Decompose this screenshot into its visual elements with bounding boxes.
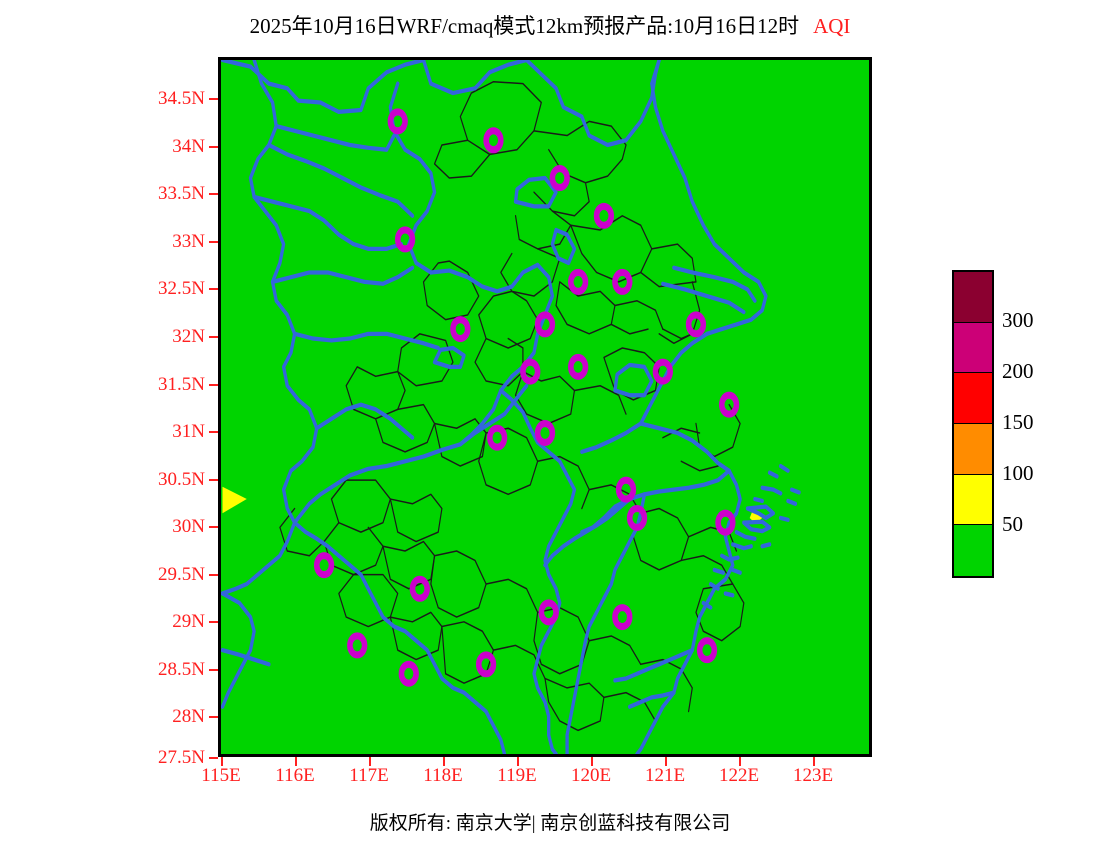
- colorbar-tick-200: 200: [1002, 359, 1034, 383]
- city-markers: [313, 108, 740, 687]
- x-tick-mark: [295, 757, 297, 766]
- y-axis-label-14: 27.5N: [158, 747, 205, 768]
- y-axis-label-13: 28N: [172, 706, 205, 727]
- colorbar-band-300plus: [954, 272, 992, 323]
- x-axis-label-8: 123E: [792, 765, 834, 786]
- map-canvas: [221, 60, 869, 754]
- y-tick-mark: [209, 384, 218, 386]
- colorbar-band-150-200: [954, 373, 992, 424]
- y-axis-label-10: 29.5N: [158, 564, 205, 585]
- x-axis-label-5: 120E: [570, 765, 612, 786]
- x-axis-label-6: 121E: [644, 765, 686, 786]
- y-axis-label-2: 33.5N: [158, 183, 205, 204]
- y-axis-label-1: 34N: [172, 136, 205, 157]
- colorbar-tick-100: 100: [1002, 461, 1034, 485]
- map-plot-area[interactable]: [218, 57, 872, 757]
- y-axis-label-5: 32N: [172, 326, 205, 347]
- y-tick-mark: [209, 669, 218, 671]
- copyright-footer: 版权所有: 南京大学| 南京创蓝科技有限公司: [369, 813, 731, 834]
- y-tick-mark: [209, 716, 218, 718]
- x-tick-mark: [517, 757, 519, 766]
- x-axis-label-2: 117E: [349, 765, 389, 786]
- colorbar-tick-50: 50: [1002, 512, 1023, 536]
- x-tick-mark: [665, 757, 667, 766]
- title-variable-label: AQI: [813, 14, 851, 38]
- x-tick-mark: [591, 757, 593, 766]
- y-tick-mark: [209, 757, 218, 759]
- colorbar-band-100-150: [954, 423, 992, 475]
- county-boundaries: [279, 80, 745, 732]
- y-axis-label-0: 34.5N: [158, 88, 205, 109]
- x-axis-label-3: 118E: [423, 765, 463, 786]
- aqi-colorbar[interactable]: [952, 270, 994, 578]
- y-axis-label-8: 30.5N: [158, 469, 205, 490]
- y-tick-mark: [209, 146, 218, 148]
- y-tick-mark: [209, 431, 218, 433]
- province-boundaries: [221, 60, 801, 754]
- x-axis-label-0: 115E: [201, 765, 241, 786]
- y-tick-mark: [209, 98, 218, 100]
- x-tick-mark: [443, 757, 445, 766]
- colorbar-tick-150: 150: [1002, 410, 1034, 434]
- y-tick-mark: [209, 526, 218, 528]
- y-tick-mark: [209, 241, 218, 243]
- colorbar-band-50-100: [954, 474, 992, 526]
- y-tick-mark: [209, 479, 218, 481]
- colorbar-band-200-300: [954, 322, 992, 374]
- y-axis-label-4: 32.5N: [158, 278, 205, 299]
- colorbar-tick-300: 300: [1002, 308, 1034, 332]
- x-tick-mark: [813, 757, 815, 766]
- x-axis-label-1: 116E: [275, 765, 315, 786]
- y-tick-mark: [209, 574, 218, 576]
- y-axis-label-6: 31.5N: [158, 374, 205, 395]
- y-axis-label-11: 29N: [172, 611, 205, 632]
- colorbar-band-0-50: [954, 525, 992, 576]
- y-axis-label-7: 31N: [172, 421, 205, 442]
- x-tick-mark: [739, 757, 741, 766]
- x-axis-label-7: 122E: [718, 765, 760, 786]
- x-axis-label-4: 119E: [497, 765, 537, 786]
- x-tick-mark: [369, 757, 371, 766]
- chart-title: 2025年10月16日WRF/cmaq模式12km预报产品:10月16日12时 A…: [0, 10, 1100, 40]
- x-tick-mark: [221, 757, 223, 766]
- y-axis-label-3: 33N: [172, 231, 205, 252]
- title-main-text: 2025年10月16日WRF/cmaq模式12km预报产品:10月16日12时: [249, 14, 800, 38]
- y-tick-mark: [209, 621, 218, 623]
- y-axis-label-9: 30N: [172, 516, 205, 537]
- y-tick-mark: [209, 336, 218, 338]
- y-tick-mark: [209, 193, 218, 195]
- y-tick-mark: [209, 288, 218, 290]
- y-axis-label-12: 28.5N: [158, 659, 205, 680]
